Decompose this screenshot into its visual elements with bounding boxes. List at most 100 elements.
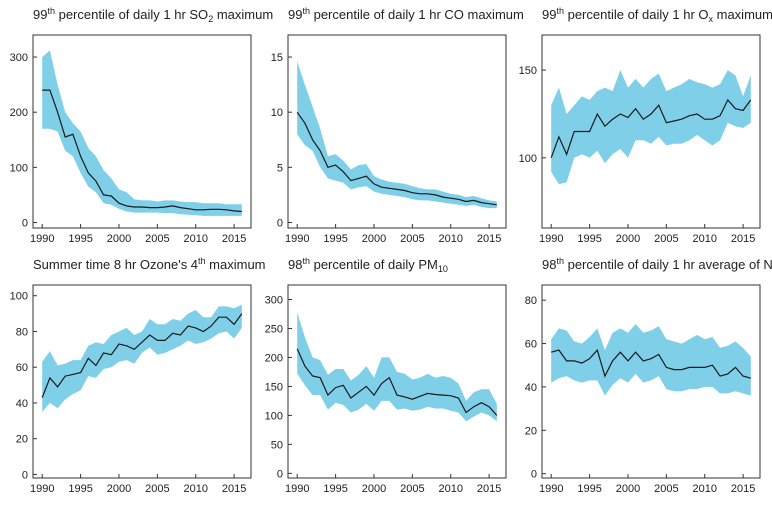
percentile-band — [297, 312, 497, 422]
x-tick-label: 1990 — [539, 233, 563, 245]
y-tick-label: 300 — [10, 52, 28, 64]
y-tick-label: 300 — [265, 294, 283, 306]
chart-panel-5: 98th percentile of daily PM10 0 50 100 150 20… — [265, 256, 507, 495]
median-line — [42, 89, 242, 213]
plot-frame — [287, 284, 507, 479]
y-tick-label: 60 — [16, 362, 28, 374]
chart-title-sup: th — [556, 6, 564, 16]
chart-title-sup: th — [556, 256, 564, 266]
x-tick-label: 1995 — [323, 483, 347, 495]
x-tick-label: 1995 — [68, 233, 92, 245]
chart-title-pre: 99 — [288, 7, 302, 22]
percentile-band — [551, 70, 751, 185]
plot-frame — [32, 284, 252, 479]
x-tick-label: 2010 — [692, 233, 716, 245]
x-tick-label: 2010 — [438, 483, 462, 495]
x-tick-label: 1990 — [30, 483, 54, 495]
x-tick-label: 2000 — [616, 483, 640, 495]
percentile-band — [42, 304, 242, 412]
plot-frame — [541, 284, 761, 479]
y-tick-label: 50 — [271, 439, 283, 451]
chart-title-mid: percentile of daily 1 hr CO maximum — [310, 7, 524, 22]
chart-title: 99th percentile of daily 1 hr SO2 maximu… — [33, 6, 273, 24]
chart-panel-3: 99th percentile of daily 1 hr Ox maximum… — [519, 6, 772, 245]
median-line — [296, 111, 497, 206]
chart-title-pre: 98 — [288, 257, 302, 272]
x-tick-label: 2005 — [400, 483, 424, 495]
y-tick-label: 20 — [525, 425, 537, 437]
percentile-band — [551, 324, 751, 396]
chart-title-sub: x — [709, 14, 714, 24]
chart-panel-1: 99th percentile of daily 1 hr SO2 maximu… — [10, 6, 274, 245]
chart-panel-2: 99th percentile of daily 1 hr CO maximum… — [271, 6, 524, 245]
median-line — [41, 313, 243, 398]
y-tick-label: 100 — [519, 153, 537, 165]
y-tick-label: 100 — [10, 162, 28, 174]
chart-title-sup: th — [302, 6, 310, 16]
chart-title-pre: 98 — [542, 257, 556, 272]
y-tick-label: 250 — [265, 323, 283, 335]
x-tick-label: 2000 — [107, 483, 131, 495]
plot-frame — [32, 34, 252, 229]
x-tick-label: 1990 — [285, 233, 309, 245]
x-tick-label: 2015 — [477, 233, 501, 245]
chart-title-sup: th — [198, 256, 206, 266]
median-line — [550, 98, 752, 159]
x-tick-label: 1995 — [323, 233, 347, 245]
percentile-band — [42, 50, 242, 216]
chart-title-sub: 10 — [438, 264, 448, 274]
median-line — [551, 348, 751, 379]
chart-title: Summer time 8 hr Ozone's 4th maximum — [33, 256, 266, 272]
x-tick-label: 1990 — [539, 483, 563, 495]
x-tick-label: 1995 — [577, 233, 601, 245]
y-tick-label: 200 — [10, 107, 28, 119]
x-tick-label: 1995 — [577, 483, 601, 495]
x-tick-label: 2005 — [145, 233, 169, 245]
y-tick-label: 0 — [22, 469, 28, 481]
y-tick-label: 15 — [271, 52, 283, 64]
y-tick-label: 5 — [277, 162, 283, 174]
x-tick-label: 2015 — [477, 483, 501, 495]
chart-title-sub: 2 — [208, 14, 213, 24]
x-tick-label: 2000 — [616, 233, 640, 245]
y-tick-label: 0 — [22, 217, 28, 229]
x-tick-label: 2010 — [183, 483, 207, 495]
chart-title: 99th percentile of daily 1 hr CO maximum — [288, 6, 524, 22]
y-tick-label: 200 — [265, 352, 283, 364]
chart-title-pre: 99 — [33, 7, 47, 22]
chart-title-post: maximum — [713, 7, 772, 22]
y-tick-label: 40 — [525, 382, 537, 394]
x-tick-label: 2005 — [145, 483, 169, 495]
chart-title: 99th percentile of daily 1 hr Ox maximum — [542, 6, 772, 24]
chart-title-mid: percentile of daily PM — [310, 257, 438, 272]
chart-panel-4: Summer time 8 hr Ozone's 4th maximum 0 20 4… — [10, 256, 266, 495]
y-tick-label: 150 — [265, 381, 283, 393]
x-tick-label: 2005 — [654, 483, 678, 495]
chart-title: 98th percentile of daily 1 hr average of… — [542, 256, 772, 274]
y-tick-label: 60 — [525, 339, 537, 351]
x-tick-label: 2000 — [107, 233, 131, 245]
y-tick-label: 40 — [16, 398, 28, 410]
x-tick-label: 2000 — [362, 483, 386, 495]
x-tick-label: 1990 — [30, 233, 54, 245]
y-tick-label: 10 — [271, 107, 283, 119]
x-tick-label: 2010 — [692, 483, 716, 495]
chart-title: 98th percentile of daily PM10 — [288, 256, 448, 274]
x-tick-label: 2005 — [654, 233, 678, 245]
x-tick-label: 2015 — [222, 483, 246, 495]
chart-title-sup: th — [47, 6, 55, 16]
x-tick-label: 1990 — [285, 483, 309, 495]
percentile-band — [297, 61, 497, 209]
x-tick-label: 2015 — [222, 233, 246, 245]
chart-title-mid: percentile of daily 1 hr SO — [55, 7, 208, 22]
y-tick-label: 0 — [277, 468, 283, 480]
x-tick-label: 2005 — [400, 233, 424, 245]
chart-title-mid: maximum — [206, 257, 266, 272]
x-tick-label: 1995 — [68, 483, 92, 495]
x-tick-label: 2015 — [731, 483, 755, 495]
y-tick-label: 150 — [519, 65, 537, 77]
chart-title-mid: percentile of daily 1 hr average of NO — [564, 257, 772, 272]
x-tick-label: 2015 — [731, 233, 755, 245]
chart-title-pre: Summer time 8 hr Ozone's 4 — [33, 257, 198, 272]
y-tick-label: 100 — [265, 410, 283, 422]
